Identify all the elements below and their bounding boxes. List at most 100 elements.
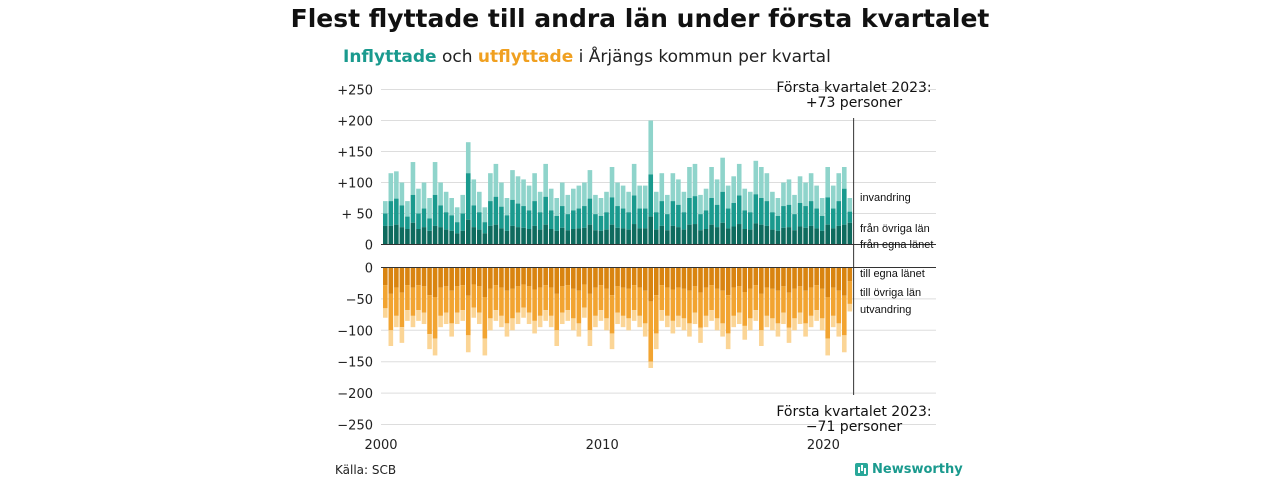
bar-out-egna [449,267,454,291]
bar-in-invandring [548,188,554,211]
bar-in-egna [477,229,482,245]
bar-out-ovriga [703,287,709,316]
bar-out-egna [532,267,537,290]
bar-out-utvandring [615,312,620,325]
bar-out-utvandring [742,325,748,340]
bar-in-egna [598,230,604,245]
bar-out-egna [808,267,814,288]
bar-in-ovriga [526,210,532,229]
bar-out-egna [471,267,477,285]
y-tick-label-top: +200 [337,115,373,130]
bar-out-utvandring [587,330,593,346]
bar-out-ovriga [565,285,571,311]
bar-out-ovriga [477,286,482,313]
bar-out-utvandring [720,323,725,337]
bar-in-egna [532,225,537,245]
subtitle-inflyttade: Inflyttade [343,47,437,67]
bar-in-egna [781,227,786,245]
bar-in-egna [659,225,665,245]
label-invandring: invandring [860,192,911,204]
bar-out-ovriga [792,288,797,319]
bar-in-invandring [465,142,471,174]
bar-in-invandring [764,173,770,202]
bar-in-invandring [593,194,598,215]
bar-out-egna [698,267,703,293]
bar-in-invandring [642,185,648,209]
bar-out-ovriga [825,297,830,339]
bar-in-ovriga [653,212,659,230]
bar-in-invandring [532,173,537,202]
bar-in-ovriga [488,201,493,226]
bar-in-invandring [814,185,819,209]
y-tick-label-bottom: −200 [337,387,373,402]
bar-out-egna [587,267,593,294]
bar-in-ovriga [460,213,466,231]
bar-out-utvandring [725,333,731,350]
bar-out-egna [383,267,388,286]
source-note: Källa: SCB [335,463,397,477]
bar-out-utvandring [830,315,836,328]
subtitle-rest: i Årjängs kommun per kvartal [573,47,831,67]
bar-in-egna [770,229,775,245]
bar-in-ovriga [665,214,670,231]
bar-out-utvandring [388,330,394,346]
bar-out-utvandring [676,315,681,328]
bar-out-utvandring [626,318,631,331]
bar-out-egna [819,267,825,289]
bar-out-ovriga [747,288,753,319]
bar-out-utvandring [736,312,742,325]
bar-out-ovriga [670,289,676,321]
bar-in-invandring [405,201,410,217]
bar-out-ovriga [819,288,825,319]
y-tick-label-bottom: −150 [337,356,373,371]
label-till-ovriga-lan: till övriga län [860,287,921,299]
bar-out-ovriga [814,285,819,311]
bar-in-invandring [698,194,703,215]
bar-out-egna [432,267,438,298]
bar-out-ovriga [775,290,781,324]
bar-out-egna [753,267,759,286]
bar-out-ovriga [543,285,548,311]
bar-in-egna [720,222,725,245]
bar-out-egna [559,267,565,287]
bar-in-egna [493,224,499,245]
annotation-bottom-line1: Första kvartalet 2023: [776,404,931,420]
bar-in-egna [764,225,770,245]
bar-in-ovriga [432,194,438,226]
bar-in-egna [808,225,814,245]
bar-out-ovriga [681,288,687,319]
bar-in-ovriga [416,213,421,229]
bar-in-egna [725,228,731,245]
bar-in-egna [841,224,847,245]
bar-in-ovriga [814,208,819,229]
bar-in-ovriga [548,210,554,229]
bar-out-egna [537,267,543,288]
bar-in-invandring [604,191,609,213]
bar-in-ovriga [731,202,736,227]
bar-out-utvandring [841,335,847,353]
bar-in-ovriga [410,194,416,223]
bar-out-ovriga [620,287,626,316]
bar-in-ovriga [764,201,770,226]
bar-in-ovriga [499,206,504,229]
bar-in-ovriga [631,195,637,225]
newsworthy-icon [855,463,868,476]
y-tick-label-top: +250 [337,84,373,99]
bar-out-egna [681,267,687,289]
bar-out-ovriga [499,287,504,316]
subtitle-utflyttade: utflyttade [477,47,574,67]
bar-in-egna [394,224,399,245]
bar-out-egna [692,267,698,287]
bar-out-egna [786,267,792,293]
bar-out-egna [443,267,449,287]
bar-out-utvandring [410,315,416,328]
bar-out-ovriga [836,290,842,324]
bar-out-utvandring [454,312,460,325]
bar-in-ovriga [543,196,548,225]
bar-in-invandring [626,191,631,213]
bar-out-ovriga [687,290,692,324]
bar-out-utvandring [565,310,571,321]
bar-out-utvandring [631,310,637,321]
bar-in-egna [421,227,427,245]
